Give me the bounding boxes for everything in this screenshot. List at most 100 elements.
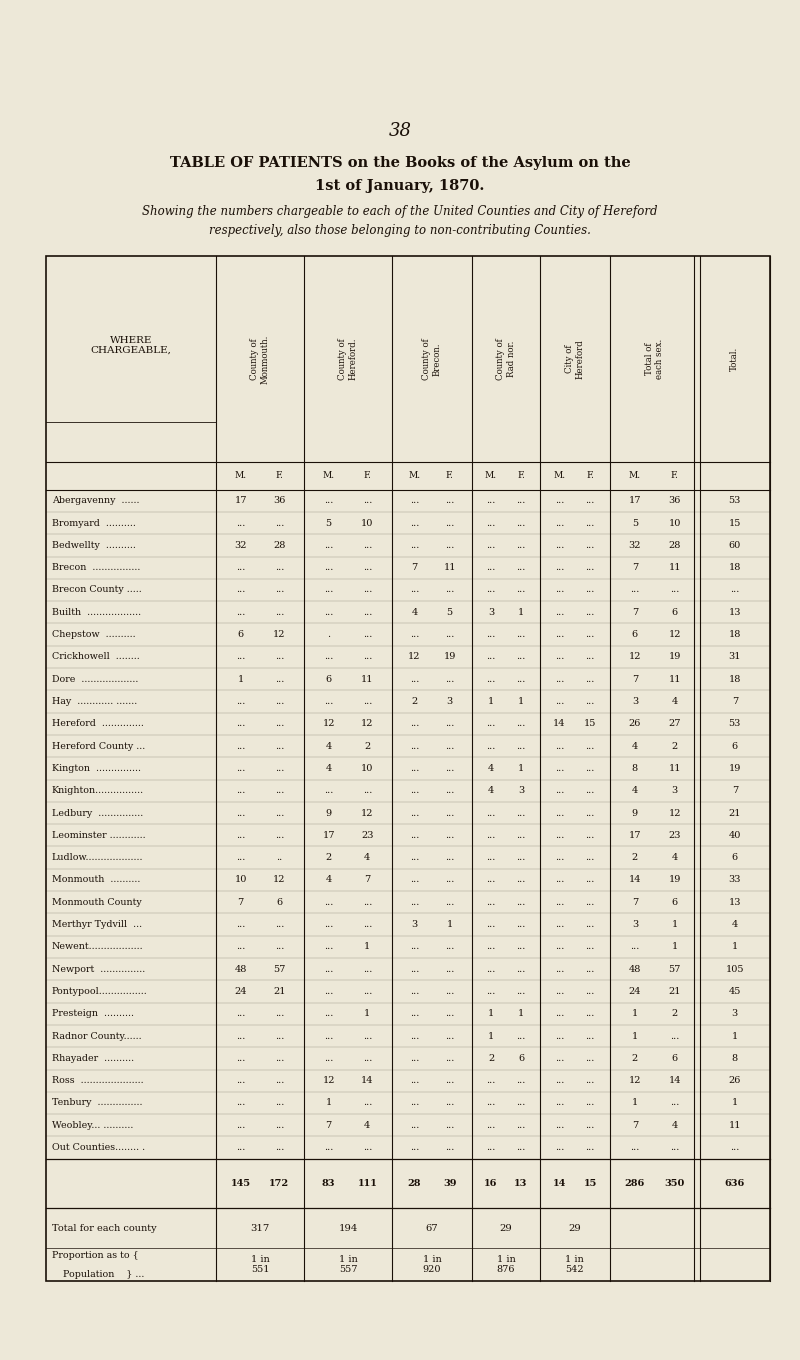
Text: ...: ... <box>630 1142 639 1152</box>
Text: TABLE OF PATIENTS on the Books of the Asylum on the: TABLE OF PATIENTS on the Books of the As… <box>170 156 630 170</box>
Text: 4: 4 <box>326 764 332 772</box>
Text: 17: 17 <box>234 496 247 506</box>
Text: ...: ... <box>486 1121 496 1130</box>
Text: Kington  ...............: Kington ............... <box>52 764 141 772</box>
Text: ...: ... <box>236 808 246 817</box>
Text: ...: ... <box>586 919 594 929</box>
Text: 17: 17 <box>629 496 641 506</box>
Text: F.: F. <box>363 472 371 480</box>
Text: 39: 39 <box>443 1179 456 1187</box>
Text: 18: 18 <box>729 563 741 573</box>
Text: 13: 13 <box>729 608 741 617</box>
Text: ...: ... <box>324 1009 334 1019</box>
Text: ...: ... <box>516 987 526 996</box>
Text: ...: ... <box>410 1121 419 1130</box>
Text: 4: 4 <box>671 696 678 706</box>
Text: 2: 2 <box>632 1054 638 1064</box>
Text: 4: 4 <box>632 741 638 751</box>
Text: ...: ... <box>445 831 454 840</box>
Text: 317: 317 <box>250 1224 270 1232</box>
Text: .: . <box>327 630 330 639</box>
Text: ...: ... <box>586 696 594 706</box>
Text: 1 in
920: 1 in 920 <box>422 1255 442 1274</box>
Text: ...: ... <box>486 653 496 661</box>
Text: ...: ... <box>486 898 496 907</box>
Text: ...: ... <box>410 876 419 884</box>
Text: 1: 1 <box>732 1099 738 1107</box>
Text: ...: ... <box>586 1121 594 1130</box>
Text: County of
Rad nor.: County of Rad nor. <box>496 339 516 379</box>
Text: ...: ... <box>486 876 496 884</box>
Text: ...: ... <box>586 675 594 684</box>
Text: ...: ... <box>516 675 526 684</box>
Text: ...: ... <box>274 808 284 817</box>
Text: 3: 3 <box>446 696 453 706</box>
Text: ...: ... <box>445 630 454 639</box>
Text: F.: F. <box>517 472 525 480</box>
Text: ...: ... <box>236 696 246 706</box>
Text: ...: ... <box>555 1099 564 1107</box>
Text: ...: ... <box>274 518 284 528</box>
Text: ...: ... <box>555 518 564 528</box>
Text: ...: ... <box>236 786 246 796</box>
Text: Hereford County ...: Hereford County ... <box>52 741 146 751</box>
Text: ...: ... <box>410 808 419 817</box>
Text: ...: ... <box>670 1031 679 1040</box>
Text: Monmouth County: Monmouth County <box>52 898 142 907</box>
Text: ...: ... <box>362 898 372 907</box>
Text: ...: ... <box>410 1099 419 1107</box>
Text: ...: ... <box>516 1031 526 1040</box>
Text: ...: ... <box>274 1009 284 1019</box>
Text: ...: ... <box>236 563 246 573</box>
Text: ...: ... <box>516 563 526 573</box>
Text: ...: ... <box>555 585 564 594</box>
Text: ...: ... <box>586 608 594 617</box>
Text: Hereford  ..............: Hereford .............. <box>52 719 144 729</box>
Text: ...: ... <box>410 518 419 528</box>
Text: ...: ... <box>516 719 526 729</box>
Text: Tenbury  ...............: Tenbury ............... <box>52 1099 142 1107</box>
Text: ...: ... <box>445 541 454 549</box>
Text: 3: 3 <box>411 919 418 929</box>
Text: ...: ... <box>516 919 526 929</box>
Text: 636: 636 <box>725 1179 745 1187</box>
Text: 36: 36 <box>669 496 681 506</box>
Text: 4: 4 <box>671 853 678 862</box>
Text: County of
Monmouth.: County of Monmouth. <box>250 335 270 384</box>
Text: 3: 3 <box>671 786 678 796</box>
Text: 2: 2 <box>326 853 332 862</box>
Text: ...: ... <box>486 563 496 573</box>
Text: ...: ... <box>445 876 454 884</box>
Text: ...: ... <box>410 898 419 907</box>
Text: 3: 3 <box>488 608 494 617</box>
Text: 6: 6 <box>276 898 282 907</box>
Text: ...: ... <box>362 786 372 796</box>
Text: ...: ... <box>586 585 594 594</box>
Text: ...: ... <box>410 987 419 996</box>
Text: Presteign  ..........: Presteign .......... <box>52 1009 134 1019</box>
Text: 8: 8 <box>732 1054 738 1064</box>
Text: 6: 6 <box>672 898 678 907</box>
Text: 11: 11 <box>669 563 681 573</box>
Text: ...: ... <box>445 719 454 729</box>
Text: ...: ... <box>410 831 419 840</box>
Text: ...: ... <box>362 1054 372 1064</box>
Text: ...: ... <box>274 786 284 796</box>
Text: ...: ... <box>362 608 372 617</box>
Text: ...: ... <box>274 719 284 729</box>
Text: ...: ... <box>516 1142 526 1152</box>
Text: ...: ... <box>486 808 496 817</box>
Text: ...: ... <box>362 964 372 974</box>
Text: ...: ... <box>410 764 419 772</box>
Text: ...: ... <box>362 563 372 573</box>
Text: ...: ... <box>586 741 594 751</box>
Text: 28: 28 <box>669 541 681 549</box>
Text: 5: 5 <box>326 518 332 528</box>
Text: Proportion as to {: Proportion as to { <box>52 1251 138 1259</box>
Text: 3: 3 <box>518 786 524 796</box>
Text: ...: ... <box>410 741 419 751</box>
Text: ...: ... <box>410 541 419 549</box>
Text: Total of
each sex.: Total of each sex. <box>645 339 665 379</box>
Text: 194: 194 <box>338 1224 358 1232</box>
Text: ...: ... <box>555 1121 564 1130</box>
